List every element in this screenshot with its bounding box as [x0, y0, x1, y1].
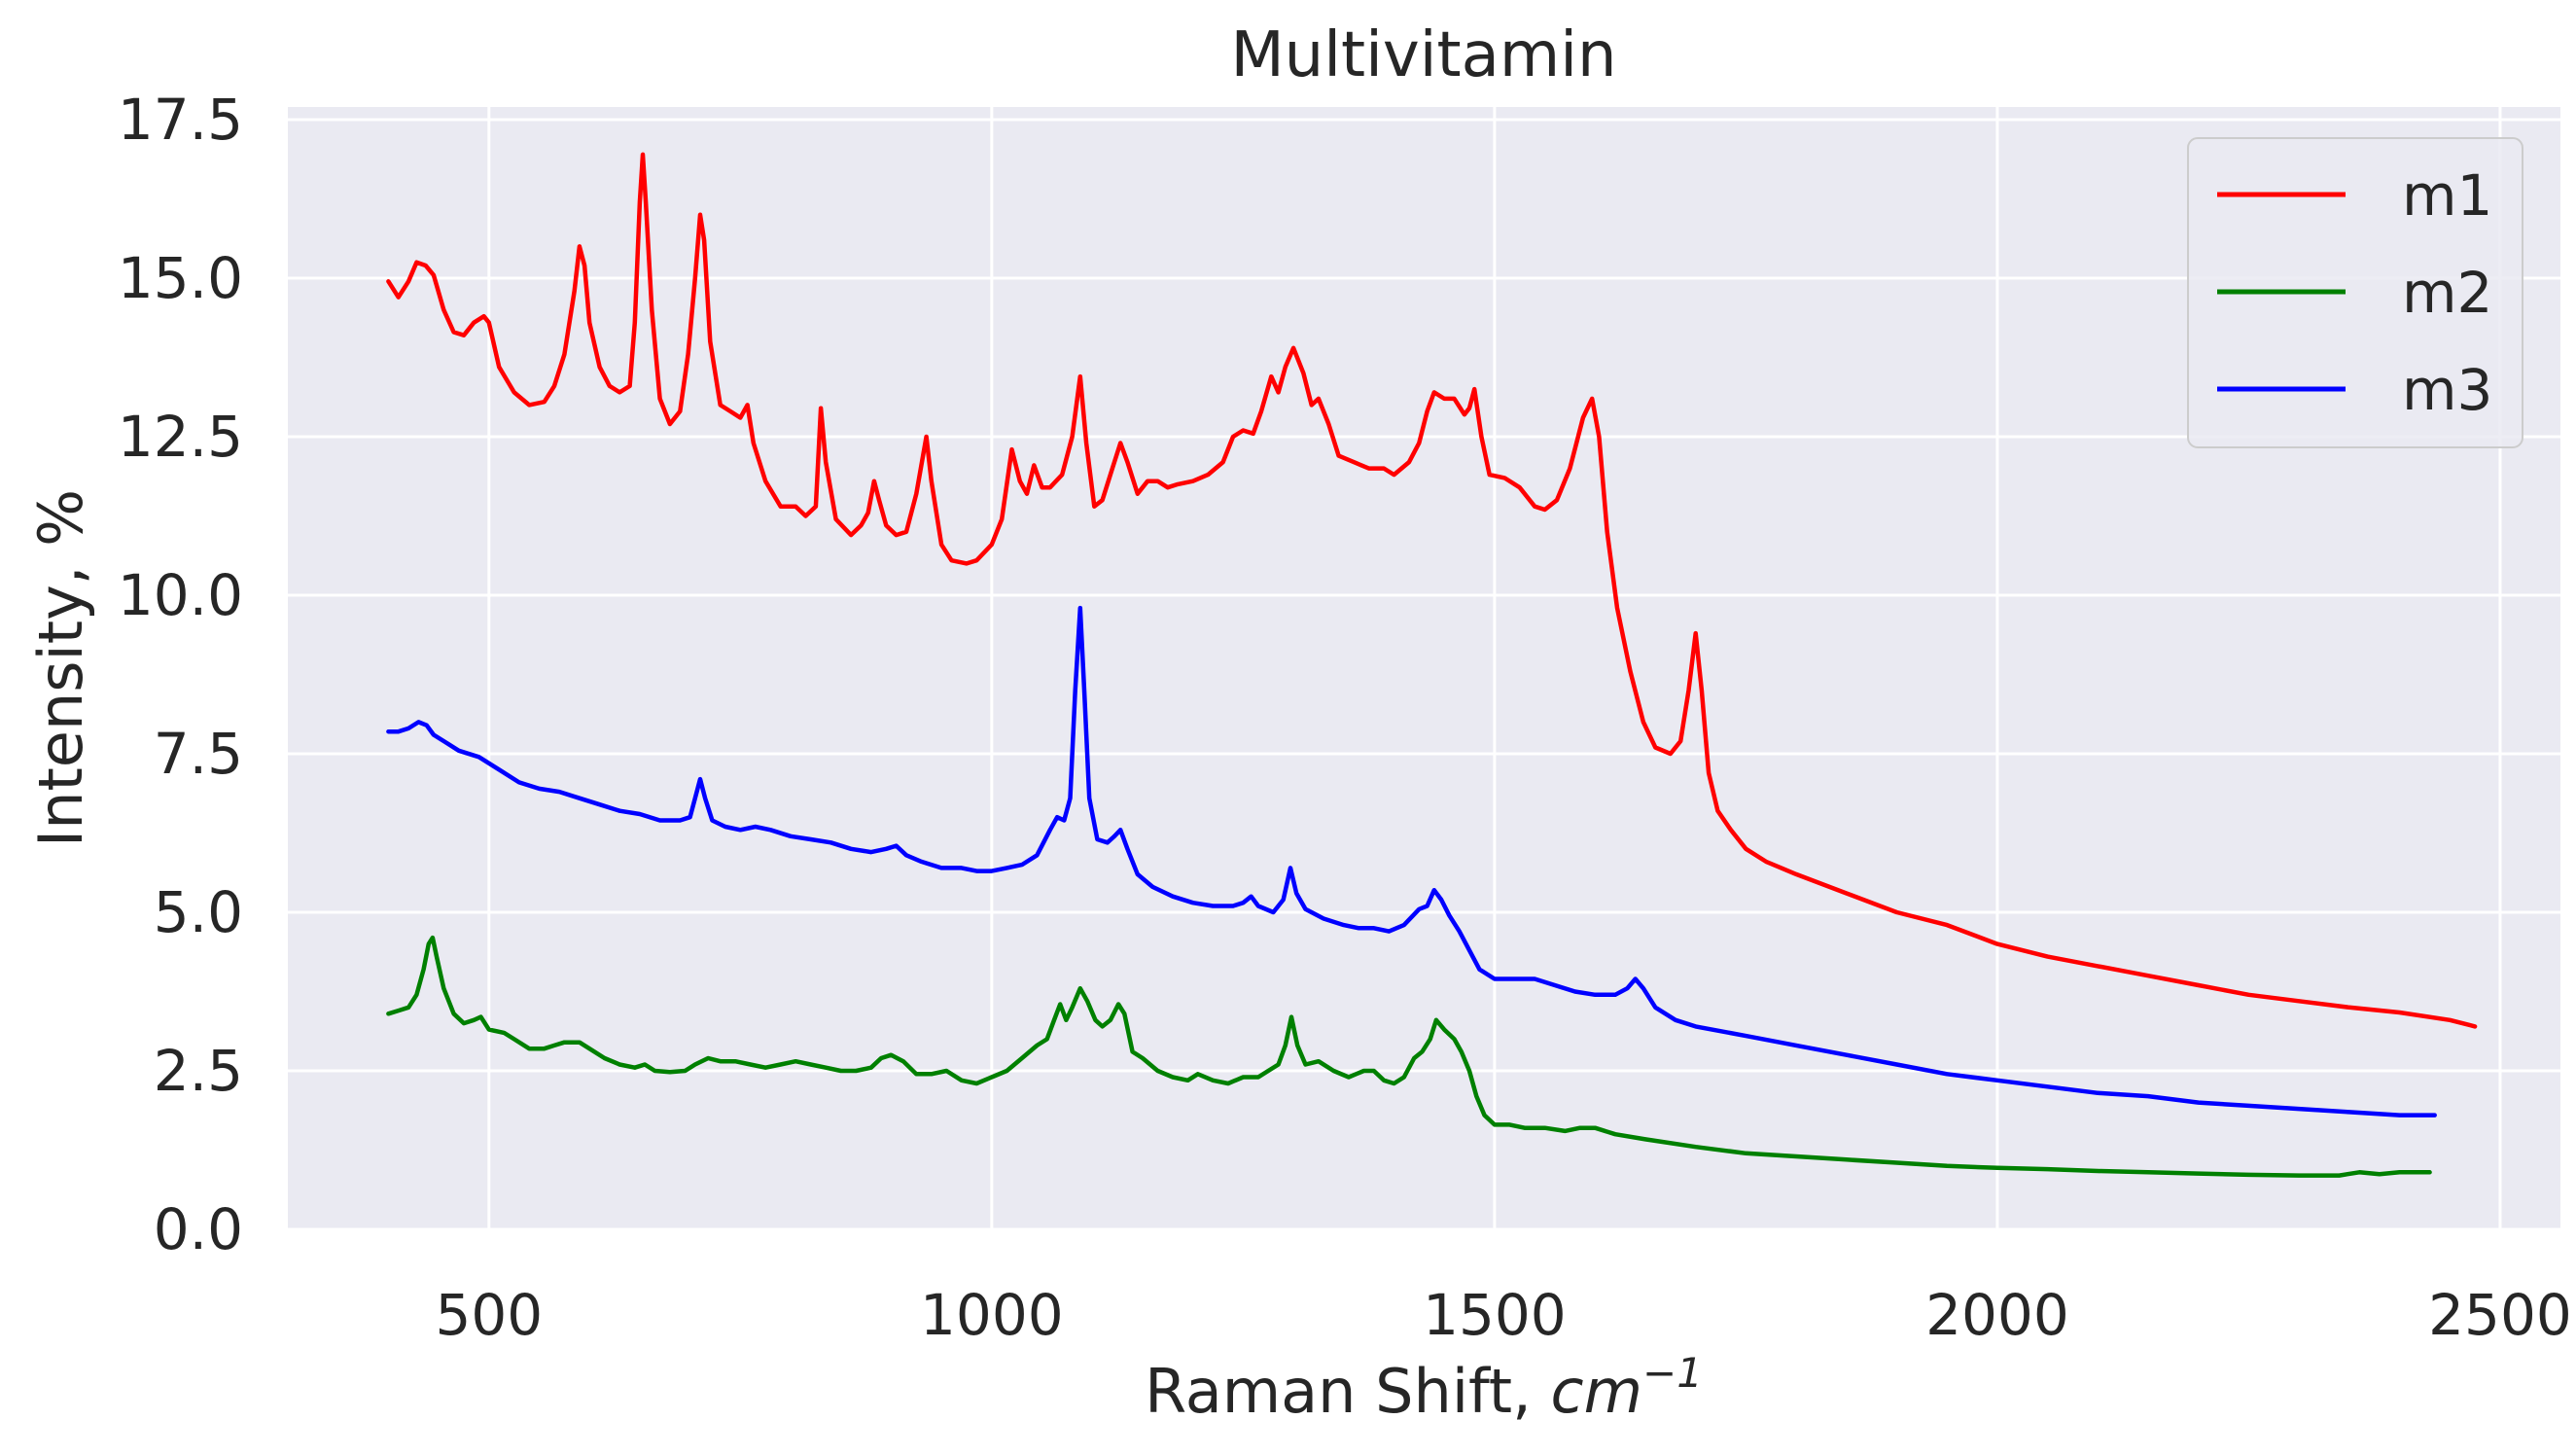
- x-axis-label-unit: cm: [1551, 1356, 1642, 1427]
- legend-frame: [2187, 137, 2523, 448]
- y-tick-label: 2.5: [154, 1038, 243, 1104]
- x-axis-label: Raman Shift, cm−1: [1145, 1349, 1703, 1427]
- legend-label-m2: m2: [2402, 260, 2492, 326]
- y-tick-label: 17.5: [118, 87, 243, 153]
- y-tick-label: 0.0: [154, 1196, 243, 1262]
- x-tick-label: 2000: [1925, 1282, 2069, 1348]
- grid: [288, 107, 2560, 1231]
- series-line-m1: [386, 152, 2478, 1029]
- series-line-m3: [386, 605, 2437, 1118]
- plot-background: [288, 107, 2560, 1229]
- x-axis-label-exponent: −1: [1642, 1349, 1703, 1397]
- x-tick-label: 1500: [1423, 1282, 1567, 1348]
- legend-label-m3: m3: [2402, 357, 2492, 423]
- legend: m1 m2 m3: [2187, 137, 2523, 448]
- y-tick-label: 10.0: [118, 562, 243, 628]
- x-tick-labels: 500 1000 1500 2000 2500: [435, 1282, 2571, 1348]
- y-axis-label: Intensity, %: [25, 489, 96, 847]
- y-tick-labels: 0.0 2.5 5.0 7.5 10.0 12.5 15.0 17.5: [118, 87, 243, 1262]
- series-group: [386, 152, 2478, 1178]
- legend-label-m1: m1: [2402, 162, 2492, 229]
- x-tick-label: 2500: [2428, 1282, 2572, 1348]
- chart-title: Multivitamin: [1230, 19, 1616, 91]
- x-axis-label-text: Raman Shift,: [1145, 1356, 1550, 1427]
- y-tick-label: 7.5: [154, 721, 243, 787]
- y-tick-label: 12.5: [118, 404, 243, 470]
- x-tick-label: 500: [435, 1282, 543, 1348]
- y-tick-label: 15.0: [118, 245, 243, 311]
- series-line-m2: [386, 935, 2432, 1178]
- y-tick-label: 5.0: [154, 879, 243, 945]
- x-tick-label: 1000: [920, 1282, 1064, 1348]
